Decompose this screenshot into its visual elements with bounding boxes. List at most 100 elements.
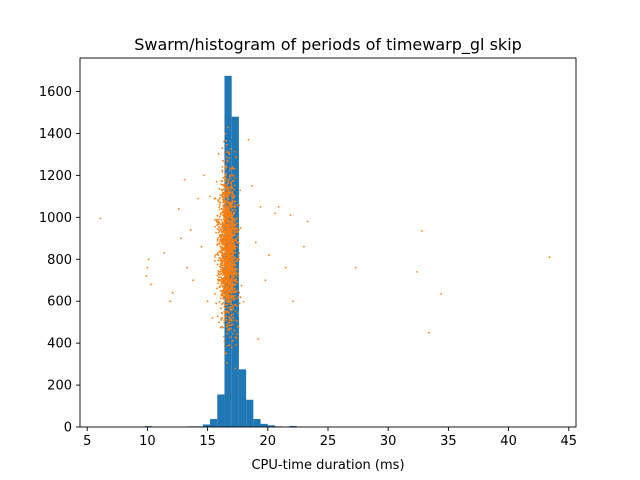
swarm-point	[223, 283, 226, 286]
swarm-point	[234, 257, 237, 259]
swarm-point	[237, 272, 239, 275]
swarm-point	[220, 297, 222, 300]
swarm-point	[220, 325, 223, 328]
swarm-point	[222, 229, 225, 232]
swarm-point	[231, 197, 234, 200]
swarm-point	[217, 153, 220, 155]
swarm-point	[227, 201, 230, 204]
swarm-point	[218, 187, 221, 190]
swarm-point	[227, 126, 230, 129]
swarm-point	[203, 174, 205, 177]
swarm-point	[220, 276, 223, 278]
y-tick-label: 1000	[39, 211, 72, 226]
swarm-point	[229, 248, 231, 251]
swarm-point	[225, 226, 228, 229]
swarm-point	[220, 283, 223, 285]
swarm-point	[216, 238, 219, 241]
swarm-point	[220, 263, 223, 266]
swarm-point	[228, 236, 231, 239]
swarm-point	[223, 248, 226, 251]
swarm-point	[234, 290, 236, 293]
swarm-point	[220, 254, 223, 257]
swarm-point	[226, 209, 229, 211]
swarm-point	[221, 196, 224, 199]
swarm-point	[145, 275, 148, 277]
swarm-point	[229, 272, 232, 275]
swarm-point	[217, 199, 220, 202]
swarm-point	[237, 255, 240, 258]
histogram-bar	[267, 425, 276, 427]
swarm-point	[229, 206, 232, 208]
swarm-point	[233, 279, 236, 282]
histogram-bar	[202, 424, 211, 427]
swarm-point	[230, 307, 232, 310]
swarm-point	[233, 221, 236, 224]
swarm-point	[225, 165, 228, 168]
swarm-point	[218, 300, 221, 303]
swarm-point	[230, 243, 233, 246]
swarm-point	[223, 295, 226, 298]
swarm-point	[230, 212, 233, 214]
swarm-point	[229, 270, 232, 273]
swarm-point	[220, 294, 223, 297]
swarm-point	[238, 292, 241, 294]
swarm-point	[229, 294, 232, 297]
swarm-point	[227, 296, 230, 298]
swarm-point	[222, 277, 225, 280]
swarm-point	[225, 268, 228, 271]
swarm-point	[223, 215, 226, 218]
swarm-point	[227, 301, 230, 304]
x-tick-label: 40	[500, 434, 517, 449]
swarm-point	[226, 187, 229, 189]
swarm-point	[225, 297, 228, 299]
swarm-point	[231, 340, 233, 343]
swarm-point	[218, 218, 220, 220]
swarm-point	[228, 220, 230, 223]
swarm-point	[223, 321, 226, 324]
swarm-point	[225, 291, 228, 294]
swarm-point	[235, 320, 238, 322]
swarm-point	[227, 256, 230, 259]
swarm-point	[236, 268, 239, 271]
swarm-point	[223, 196, 226, 199]
swarm-point	[224, 251, 227, 254]
swarm-point	[224, 312, 226, 315]
swarm-point	[216, 252, 219, 254]
swarm-point	[227, 289, 229, 291]
swarm-point	[231, 202, 233, 204]
swarm-point	[221, 245, 224, 248]
histogram-bar	[260, 423, 268, 427]
swarm-point	[232, 313, 235, 316]
swarm-point	[227, 321, 230, 324]
swarm-point	[229, 299, 232, 302]
swarm-point	[219, 223, 222, 226]
swarm-point	[257, 338, 260, 340]
swarm-point	[217, 259, 220, 262]
swarm-point	[225, 191, 228, 194]
x-tick-label: 10	[139, 434, 156, 449]
x-tick-label: 45	[561, 434, 578, 449]
swarm-point	[225, 299, 227, 301]
swarm-point	[225, 225, 228, 228]
swarm-points	[99, 126, 551, 370]
swarm-point	[218, 321, 220, 324]
swarm-point	[221, 249, 224, 252]
swarm-point	[230, 235, 233, 238]
swarm-point	[223, 303, 226, 306]
swarm-point	[223, 306, 226, 308]
swarm-point	[229, 344, 231, 347]
swarm-point	[219, 259, 222, 262]
swarm-point	[216, 278, 219, 281]
swarm-point	[229, 314, 232, 316]
swarm-point	[421, 230, 423, 232]
histogram-bar	[289, 425, 297, 427]
swarm-point	[219, 273, 221, 276]
swarm-point	[231, 205, 234, 208]
swarm-point	[192, 279, 195, 282]
swarm-point	[232, 222, 235, 225]
y-tick-label: 800	[47, 253, 72, 268]
swarm-point	[180, 237, 183, 240]
swarm-point	[234, 224, 236, 227]
swarm-point	[233, 200, 236, 203]
